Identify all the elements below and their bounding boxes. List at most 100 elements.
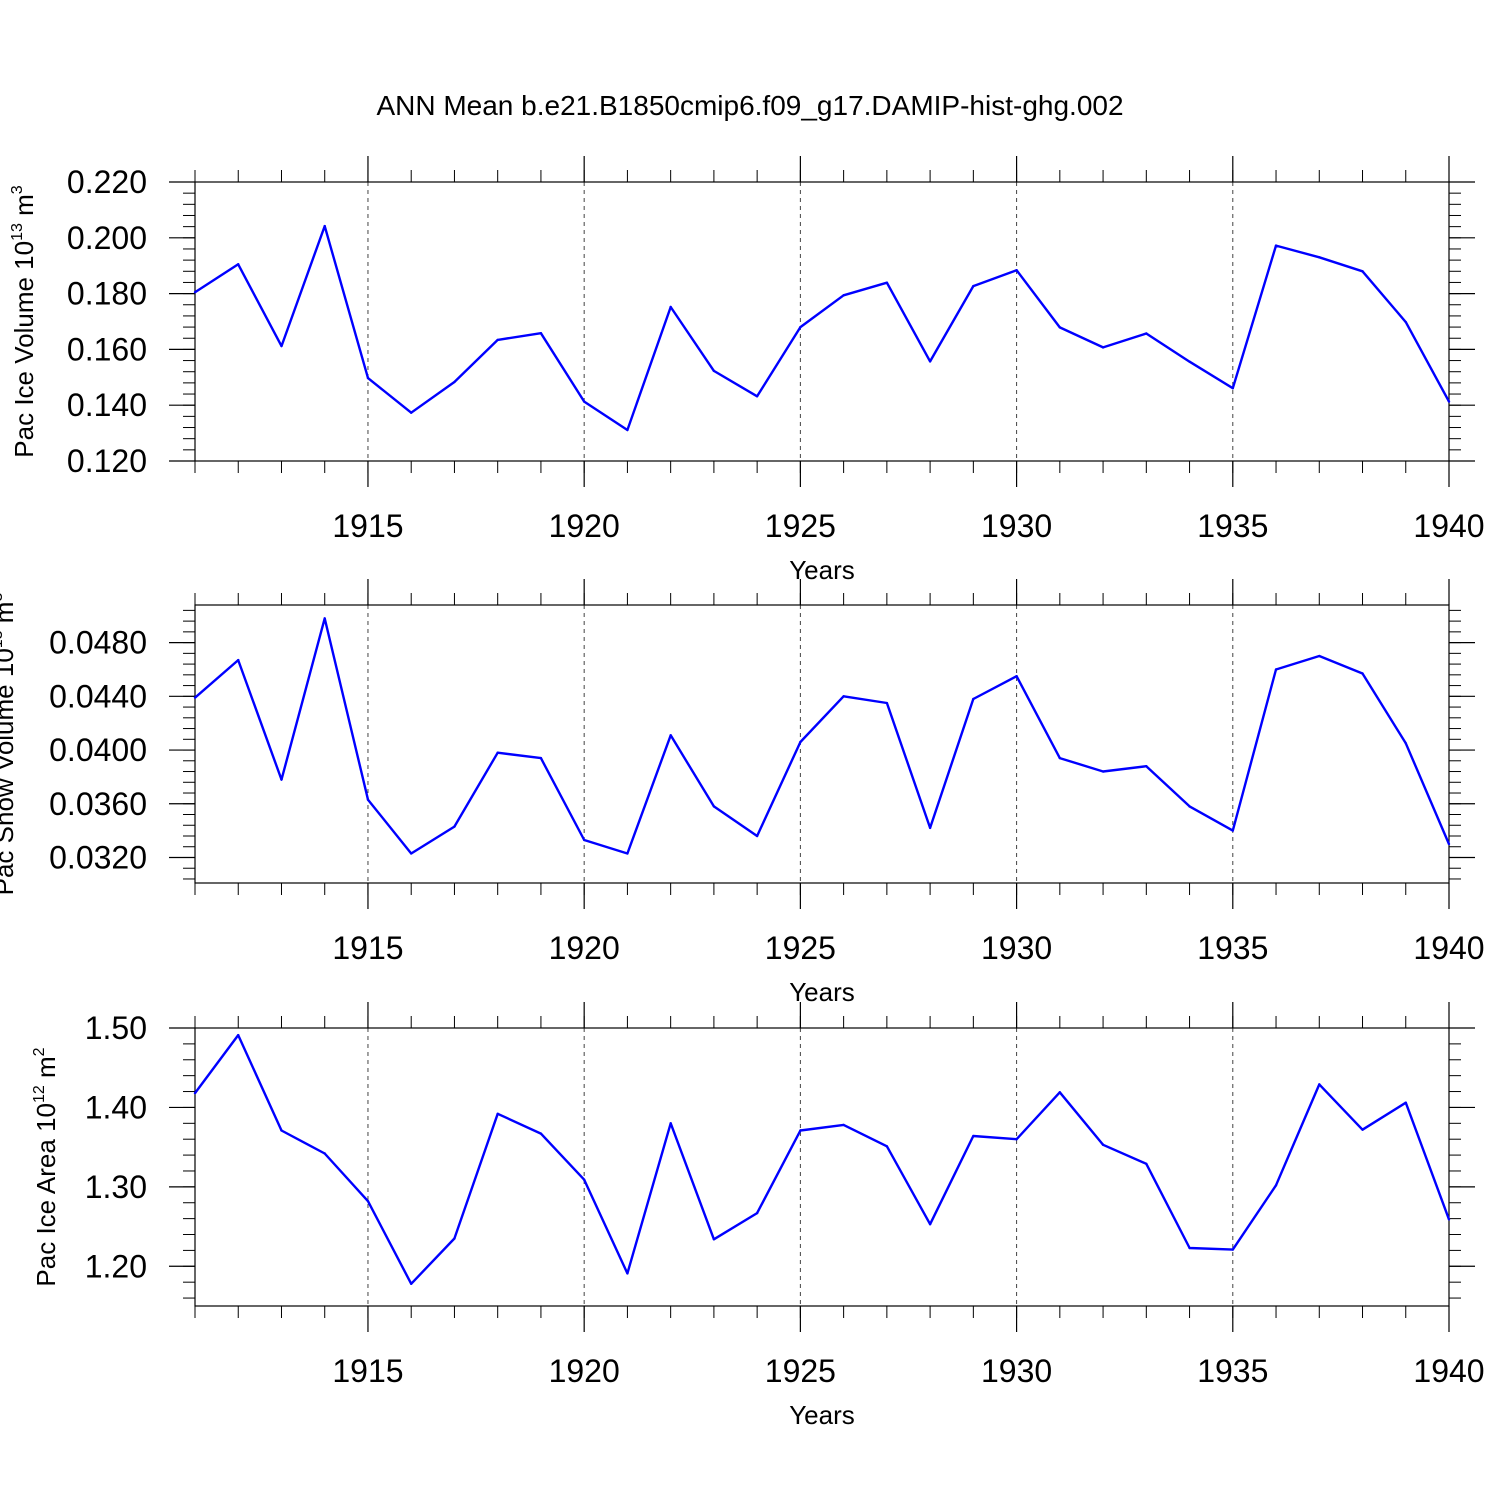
data-point [842,1123,845,1127]
y-tick-label: 0.0440 [49,678,147,714]
data-point [1404,1101,1407,1104]
data-point [799,325,802,329]
y-label-unit: m [0,602,19,631]
data-point [1231,829,1234,832]
y-tick-label: 1.30 [85,1169,147,1205]
data-point [669,1122,672,1125]
y-label-exponent: 13 [0,630,6,648]
data-point [1361,672,1364,675]
data-point [755,395,759,398]
data-point [1447,400,1451,403]
series-line [194,617,1451,855]
x-axis-label: Years [789,1400,855,1430]
x-tick-label: 1920 [549,508,620,544]
data-point [539,332,543,335]
data-point [1404,742,1407,745]
data-point [453,1237,456,1240]
y-tick-label: 0.0360 [49,786,147,822]
y-tick-label: 0.200 [67,220,147,256]
data-point [539,1132,543,1135]
x-tick-label: 1935 [1197,1353,1268,1389]
x-tick-label: 1940 [1413,1353,1484,1389]
x-tick-label: 1930 [981,1353,1052,1389]
y-tick-label: 1.20 [85,1248,147,1284]
data-point [1188,1246,1191,1250]
data-point [582,400,586,403]
data-point [928,1222,932,1226]
y-tick-label: 0.140 [67,387,147,423]
data-point [582,838,586,842]
y-label-exponent: 12 [31,1085,48,1103]
data-point [928,360,932,363]
data-point [972,1134,975,1138]
data-point [237,658,240,662]
data-point [669,305,672,309]
x-axis-label: Years [789,555,855,585]
data-point [1058,1091,1062,1094]
x-tick-label: 1925 [765,1353,836,1389]
data-point [885,1145,889,1148]
data-point [323,617,326,620]
y-label-text: Pac Ice Volume 10 [9,241,39,458]
data-point [1188,805,1191,808]
data-point [323,224,326,228]
data-point [410,411,413,414]
data-point [1145,764,1148,768]
y-tick-label: 1.40 [85,1089,147,1125]
x-tick-label: 1925 [765,508,836,544]
y-tick-label: 0.0400 [49,732,147,768]
data-point [799,1129,802,1132]
chart-title: ANN Mean b.e21.B1850cmip6.f09_g17.DAMIP-… [376,90,1124,121]
data-point [1318,1083,1321,1086]
data-point [453,380,456,384]
data-point [1404,320,1407,324]
data-point [1101,346,1105,349]
panel-3: 1915 1920 1925 1930 1935 1940 Years 1.20 1.30 1.4… [31,1002,1485,1430]
panel-1: 1915 1920 1925 1930 1935 1940 Years 0.120 0.140 0… [9,156,1485,585]
x-tick-label: 1935 [1197,930,1268,966]
data-point [885,701,889,705]
y-tick-label: 0.180 [67,276,147,312]
x-tick-label: 1940 [1413,930,1484,966]
data-point [755,834,759,838]
plot-frame [194,181,1450,462]
data-point [366,1199,370,1203]
data-point [755,1211,759,1215]
data-point [1015,1138,1018,1141]
plot-frame [194,604,1450,884]
data-point [1058,756,1062,760]
y-tick-label: 0.0320 [49,839,147,875]
x-tick-label: 1930 [981,508,1052,544]
panel-2: 1915 1920 1925 1930 1935 1940 Years 0.0320 0.036… [0,579,1485,1007]
x-tick-label: 1915 [332,508,403,544]
x-tick-label: 1920 [549,1353,620,1389]
data-point [366,798,370,801]
y-label-unit-exponent: 3 [9,185,26,194]
data-point [496,1112,499,1115]
data-point [280,1129,283,1132]
y-tick-label: 1.50 [85,1010,147,1046]
data-point [972,697,975,701]
data-point [972,284,975,288]
data-point [842,294,845,297]
plot-frame [194,1027,1450,1307]
data-point [712,1238,716,1241]
x-tick-label: 1920 [549,930,620,966]
data-point [193,696,197,699]
data-point [280,778,283,781]
data-point [712,369,716,373]
series-line [194,224,1451,432]
data-point [1145,332,1148,335]
data-point [1015,268,1018,272]
data-point [885,281,889,284]
y-label-unit: m [9,194,39,223]
data-point [1015,674,1018,678]
data-point [280,344,283,348]
data-point [1361,270,1364,273]
data-point [1447,1218,1451,1221]
data-point [1145,1162,1148,1166]
data-point [1188,360,1191,363]
data-point [1274,668,1278,671]
x-tick-label: 1915 [332,1353,403,1389]
data-point [799,740,802,744]
